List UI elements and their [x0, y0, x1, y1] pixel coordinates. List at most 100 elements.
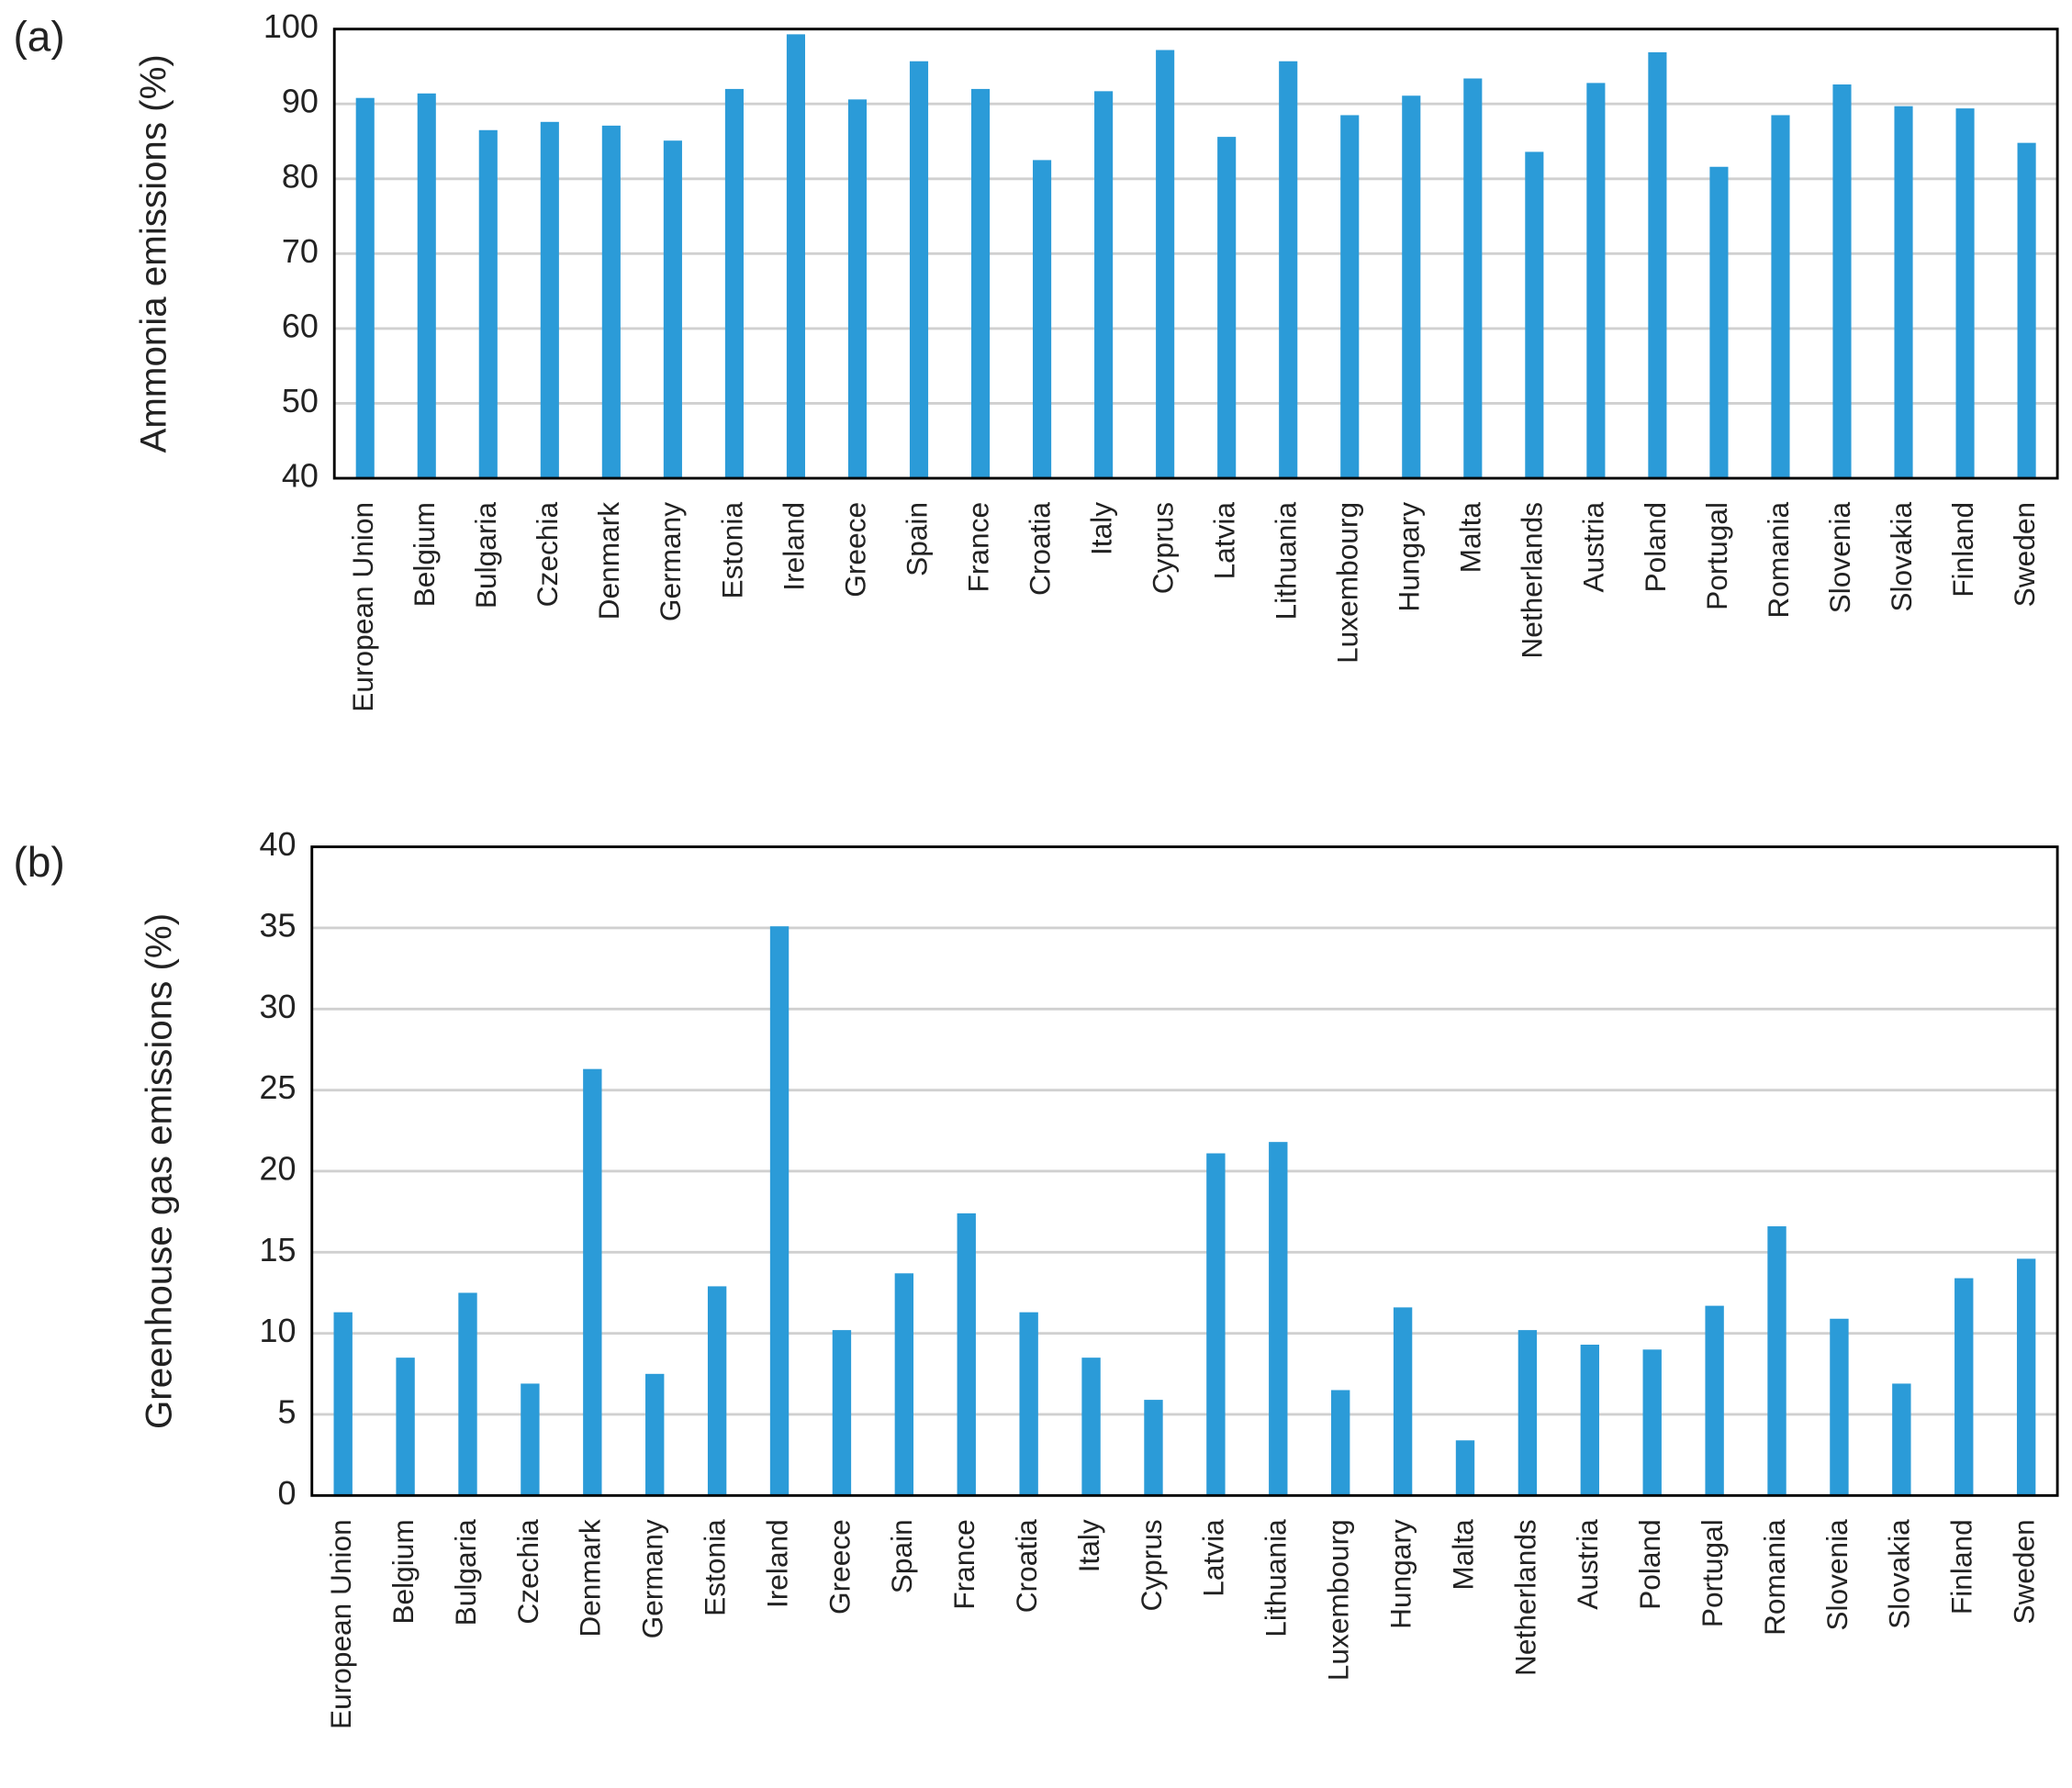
bar — [1894, 106, 1913, 479]
x-tick-label: Latvia — [1208, 502, 1241, 580]
bar — [1455, 1440, 1475, 1496]
bar — [1033, 160, 1052, 479]
x-tick-label: Greece — [838, 502, 871, 598]
y-tick-label: 80 — [282, 157, 319, 195]
bar — [2016, 1258, 2036, 1496]
bar — [707, 1286, 727, 1496]
bar — [1832, 84, 1852, 479]
x-tick-label: Hungary — [1393, 502, 1426, 612]
x-tick-label: Lithuania — [1260, 1519, 1293, 1637]
bar — [1269, 1142, 1288, 1496]
bar — [1217, 137, 1237, 479]
bar — [970, 88, 991, 479]
bar — [1648, 51, 1667, 479]
x-tick-label: Netherlands — [1508, 1519, 1541, 1676]
x-tick-label: Slovenia — [1820, 1519, 1854, 1631]
y-tick-label: 60 — [282, 307, 319, 344]
bar — [458, 1292, 477, 1496]
bar — [957, 1212, 976, 1496]
x-tick-label: Lithuania — [1270, 502, 1303, 620]
plot-frame — [310, 845, 2059, 1497]
x-tick-label: Portugal — [1696, 1519, 1729, 1627]
bar — [1094, 91, 1114, 479]
bar — [1955, 108, 1975, 479]
bar — [1771, 115, 1790, 479]
x-tick-label: Slovakia — [1883, 1519, 1916, 1629]
bar — [1279, 61, 1298, 479]
bar — [663, 140, 682, 479]
y-tick-label: 40 — [282, 457, 319, 495]
panel-label: (a) — [13, 12, 64, 60]
bar — [1892, 1383, 1911, 1496]
bar — [1767, 1226, 1786, 1496]
x-tick-label: Bulgaria — [449, 1519, 482, 1626]
x-tick-label: Luxembourg — [1331, 502, 1364, 664]
bar — [396, 1358, 415, 1496]
x-tick-label: Spain — [900, 502, 933, 576]
panel-label: (b) — [13, 838, 64, 886]
x-tick-label: Cyprus — [1147, 502, 1180, 594]
bar — [540, 121, 559, 479]
bar — [645, 1373, 665, 1496]
bar — [1402, 95, 1421, 479]
x-tick-label: Belgium — [408, 502, 441, 607]
x-tick-label: Cyprus — [1135, 1519, 1168, 1611]
x-tick-label: France — [947, 1519, 980, 1610]
x-tick-label: Sweden — [2008, 502, 2041, 607]
bar — [1019, 1312, 1038, 1496]
bar — [786, 34, 806, 479]
bar — [909, 61, 929, 479]
bar — [1580, 1345, 1599, 1496]
x-tick-label: Czechia — [511, 1519, 544, 1625]
x-tick-label: Estonia — [715, 502, 748, 599]
x-tick-label: Ireland — [777, 502, 810, 591]
bar — [1144, 1400, 1163, 1496]
bar — [1709, 166, 1729, 479]
y-tick-label: 35 — [259, 906, 296, 944]
x-tick-label: Germany — [654, 502, 687, 621]
x-tick-label: European Union — [324, 1519, 357, 1729]
x-tick-label: Sweden — [2008, 1519, 2041, 1624]
x-tick-label: Austria — [1577, 502, 1610, 593]
bar — [1954, 1278, 1974, 1496]
bar — [601, 125, 621, 479]
y-tick-label: 15 — [259, 1231, 296, 1268]
y-tick-label: 20 — [259, 1149, 296, 1187]
y-tick-label: 50 — [282, 382, 319, 419]
x-tick-label: Slovakia — [1885, 502, 1918, 612]
x-tick-label: Denmark — [592, 502, 625, 620]
x-tick-label: Bulgaria — [469, 502, 502, 609]
x-tick-label: Austria — [1571, 1519, 1604, 1610]
x-tick-label: Greece — [823, 1519, 856, 1615]
x-tick-label: Hungary — [1383, 1519, 1417, 1629]
bar — [1830, 1318, 1849, 1496]
bar — [1525, 151, 1544, 479]
x-tick-label: Ireland — [760, 1519, 793, 1608]
y-tick-label: 90 — [282, 83, 319, 120]
y-tick-label: 40 — [259, 825, 296, 863]
x-tick-label: Belgium — [386, 1519, 420, 1624]
x-tick-label: Malta — [1446, 1519, 1479, 1591]
bar — [1081, 1358, 1101, 1496]
y-tick-label: 30 — [259, 988, 296, 1025]
plot-frame — [332, 28, 2059, 480]
bar — [417, 93, 436, 479]
x-tick-label: Italy — [1084, 502, 1117, 555]
x-tick-label: Czechia — [531, 502, 564, 608]
y-axis-title: Ammonia emissions (%) — [133, 54, 174, 453]
x-tick-label: France — [961, 502, 994, 593]
bar — [1156, 50, 1175, 479]
bar — [1518, 1330, 1538, 1496]
x-tick-label: Estonia — [698, 1519, 731, 1616]
x-tick-label: Italy — [1072, 1519, 1105, 1572]
bar — [1705, 1305, 1724, 1496]
bar — [894, 1273, 914, 1496]
bar — [832, 1330, 852, 1496]
x-tick-label: European Union — [346, 502, 379, 712]
bar — [769, 926, 790, 1496]
y-tick-label: 25 — [259, 1068, 296, 1106]
y-tick-label: 100 — [263, 7, 319, 45]
y-axis-title: Greenhouse gas emissions (%) — [138, 913, 179, 1429]
